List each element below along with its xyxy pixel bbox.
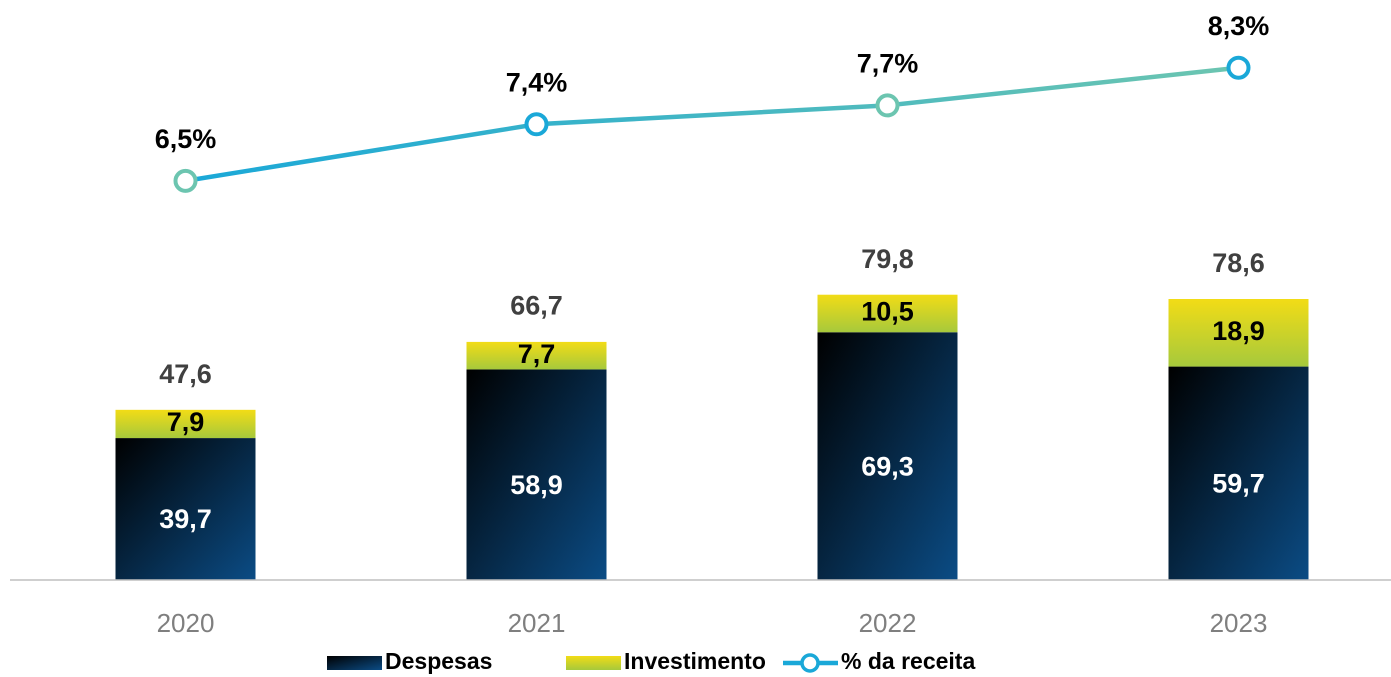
- data-label: 7,7%: [857, 49, 919, 79]
- data-label: 58,9: [510, 470, 563, 500]
- legend-swatch: [800, 653, 820, 673]
- data-label: 7,7: [518, 339, 556, 369]
- data-label: 59,7: [1212, 468, 1265, 498]
- data-label: 18,9: [1212, 316, 1265, 346]
- legend-label: Investimento: [624, 648, 766, 674]
- total-label: 47,6: [159, 359, 212, 389]
- x-tick-label: 2021: [508, 608, 566, 638]
- legend-label: Despesas: [385, 648, 492, 674]
- legend-label: % da receita: [841, 648, 975, 674]
- line: [185, 65, 1239, 184]
- x-tick-label: 2023: [1210, 608, 1268, 638]
- data-label: 7,9: [167, 407, 205, 437]
- bar-segment: [115, 409, 256, 439]
- total-label: 66,7: [510, 291, 563, 321]
- line-marker: [1226, 55, 1251, 80]
- total-label: 78,6: [1212, 248, 1265, 278]
- data-label: 6,5%: [155, 124, 217, 154]
- bar-segment: [817, 332, 958, 580]
- bar-segment: [115, 438, 256, 580]
- data-label: 39,7: [159, 504, 212, 534]
- line-marker: [524, 112, 549, 137]
- x-tick-label: 2020: [157, 608, 215, 638]
- data-label: 69,3: [861, 451, 914, 481]
- line-marker: [173, 168, 198, 193]
- bar-segment: [1168, 366, 1309, 580]
- total-label: 79,8: [861, 244, 914, 274]
- bar-segment: [466, 341, 607, 370]
- data-label: 8,3%: [1208, 11, 1270, 41]
- legend-swatch: [327, 656, 382, 670]
- data-label: 7,4%: [506, 67, 568, 97]
- legend-swatch: [566, 656, 621, 670]
- line-marker: [875, 93, 900, 118]
- bar-segment: [817, 294, 958, 333]
- bar-segment: [1168, 299, 1309, 367]
- bar-segment: [466, 369, 607, 580]
- data-label: 10,5: [861, 297, 914, 327]
- x-tick-label: 2022: [859, 608, 917, 638]
